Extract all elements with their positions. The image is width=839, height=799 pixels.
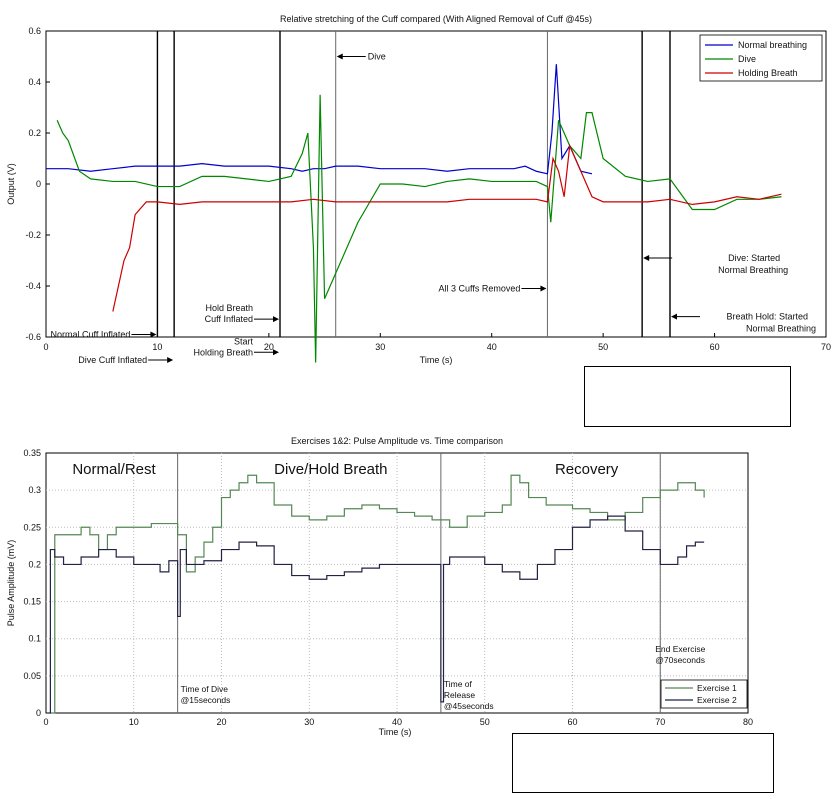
blank-box-top [584,366,791,427]
chart2-region-label: Normal/Rest [72,461,156,478]
chart2-annotation-text: Time of Dive [181,684,229,694]
chart1-annotation-arrowhead [671,313,677,320]
chart1-annotation-arrowhead [336,53,343,60]
chart2-annotation-text: @70seconds [655,655,705,665]
chart2-x-tick-label: 30 [304,717,314,727]
chart2-annotation-text: @15seconds [181,695,231,705]
chart1-annotation-text: Start [234,336,254,346]
chart2-legend [660,679,748,709]
chart2-annotation-text: @45seconds [444,701,494,711]
chart1-annotation-text: Breath Hold: Started [726,312,808,322]
chart1-annotation-text: Normal Cuff Inflated [51,329,131,339]
chart1-y-tick-label: 0.6 [28,26,41,36]
chart1-annotation-arrowhead [167,356,174,363]
chart2-legend-label: Exercise 2 [697,695,737,705]
chart2-x-tick-label: 80 [743,717,753,727]
chart1-y-tick-label: -0.6 [25,332,41,342]
chart1-annotation-text: Normal Breathing [746,324,816,334]
chart1-y-tick-label: 0 [36,179,41,189]
chart1-legend-label: Normal breathing [738,40,807,50]
chart2-y-tick-label: 0.3 [28,485,41,495]
chart2-series-exercise-2 [48,515,705,714]
chart2-x-tick-label: 70 [655,717,665,727]
chart1-annotation-text: All 3 Cuffs Removed [439,284,521,294]
chart1-annotation-text: Hold Breath [205,303,253,313]
chart1-title: Relative stretching of the Cuff compared… [280,14,592,24]
chart2-y-axis-label: Pulse Amplitude (mV) [6,540,16,627]
chart1-y-tick-label: 0.4 [28,77,41,87]
chart2-annotation-text: End Exercise [655,644,705,654]
chart1-annotation-arrowhead [273,316,279,323]
chart2-x-tick-label: 60 [567,717,577,727]
chart1-y-axis-label: Output (V) [6,163,16,205]
chart1-annotation-arrowhead [150,331,157,338]
chart2-y-tick-label: 0.15 [23,597,41,607]
chart1-x-tick-label: 70 [821,342,831,352]
chart2-x-tick-label: 40 [392,717,402,727]
chart1-y-tick-label: -0.4 [25,281,41,291]
chart2-x-tick-label: 20 [216,717,226,727]
chart1-x-axis-label: Time (s) [420,355,453,365]
chart1-annotation-text: Dive: Started [728,253,780,263]
chart1-series-dive [56,94,782,363]
chart1-annotation-arrowhead [273,349,279,356]
chart2-y-tick-label: 0.1 [28,634,41,644]
chart1-y-tick-label: 0.2 [28,128,41,138]
chart1-y-tick-label: -0.2 [25,230,41,240]
chart1-x-tick-label: 10 [152,342,162,352]
chart2-annotation-text: Release [444,690,475,700]
chart1-annotation-text: Holding Breath [193,347,253,357]
chart2-y-tick-label: 0 [36,708,41,718]
chart2-x-tick-label: 50 [480,717,490,727]
chart2-y-tick-label: 0.35 [23,448,41,458]
chart1-legend-label: Holding Breath [738,68,798,78]
chart2-annotation-text: Time of [444,679,473,689]
chart2-x-tick-label: 10 [129,717,139,727]
chart1-x-tick-label: 0 [43,342,48,352]
chart1-annotation-text: Dive [368,52,386,62]
chart2-legend-label: Exercise 1 [697,683,737,693]
chart2-y-tick-label: 0.25 [23,522,41,532]
chart2-series-exercise-1 [50,474,705,714]
chart1-series-normal-breathing [46,64,593,175]
chart1-annotation-text: Dive Cuff Inflated [78,355,147,365]
blank-box-bottom [512,733,774,793]
chart1-annotation-text: Normal Breathing [718,265,788,275]
chart2-y-tick-label: 0.05 [23,671,41,681]
chart1-x-tick-label: 50 [598,342,608,352]
chart1-x-tick-label: 20 [264,342,274,352]
chart2-x-tick-label: 0 [43,717,48,727]
chart1-legend-label: Dive [738,54,756,64]
chart2-title: Exercises 1&2: Pulse Amplitude vs. Time … [291,436,503,446]
chart1-x-tick-label: 40 [487,342,497,352]
chart1-annotation-arrowhead [643,254,650,261]
chart2-x-axis-label: Time (s) [379,727,412,737]
chart2-region-label: Dive/Hold Breath [274,461,387,478]
chart1-series-holding-breath [112,143,782,312]
chart2-y-tick-label: 0.2 [28,559,41,569]
chart2-region-label: Recovery [555,461,619,478]
chart1-annotation-arrowhead [540,285,547,292]
chart1-annotation-text: Cuff Inflated [205,314,253,324]
chart1-x-tick-label: 60 [710,342,720,352]
chart1-x-tick-label: 30 [375,342,385,352]
